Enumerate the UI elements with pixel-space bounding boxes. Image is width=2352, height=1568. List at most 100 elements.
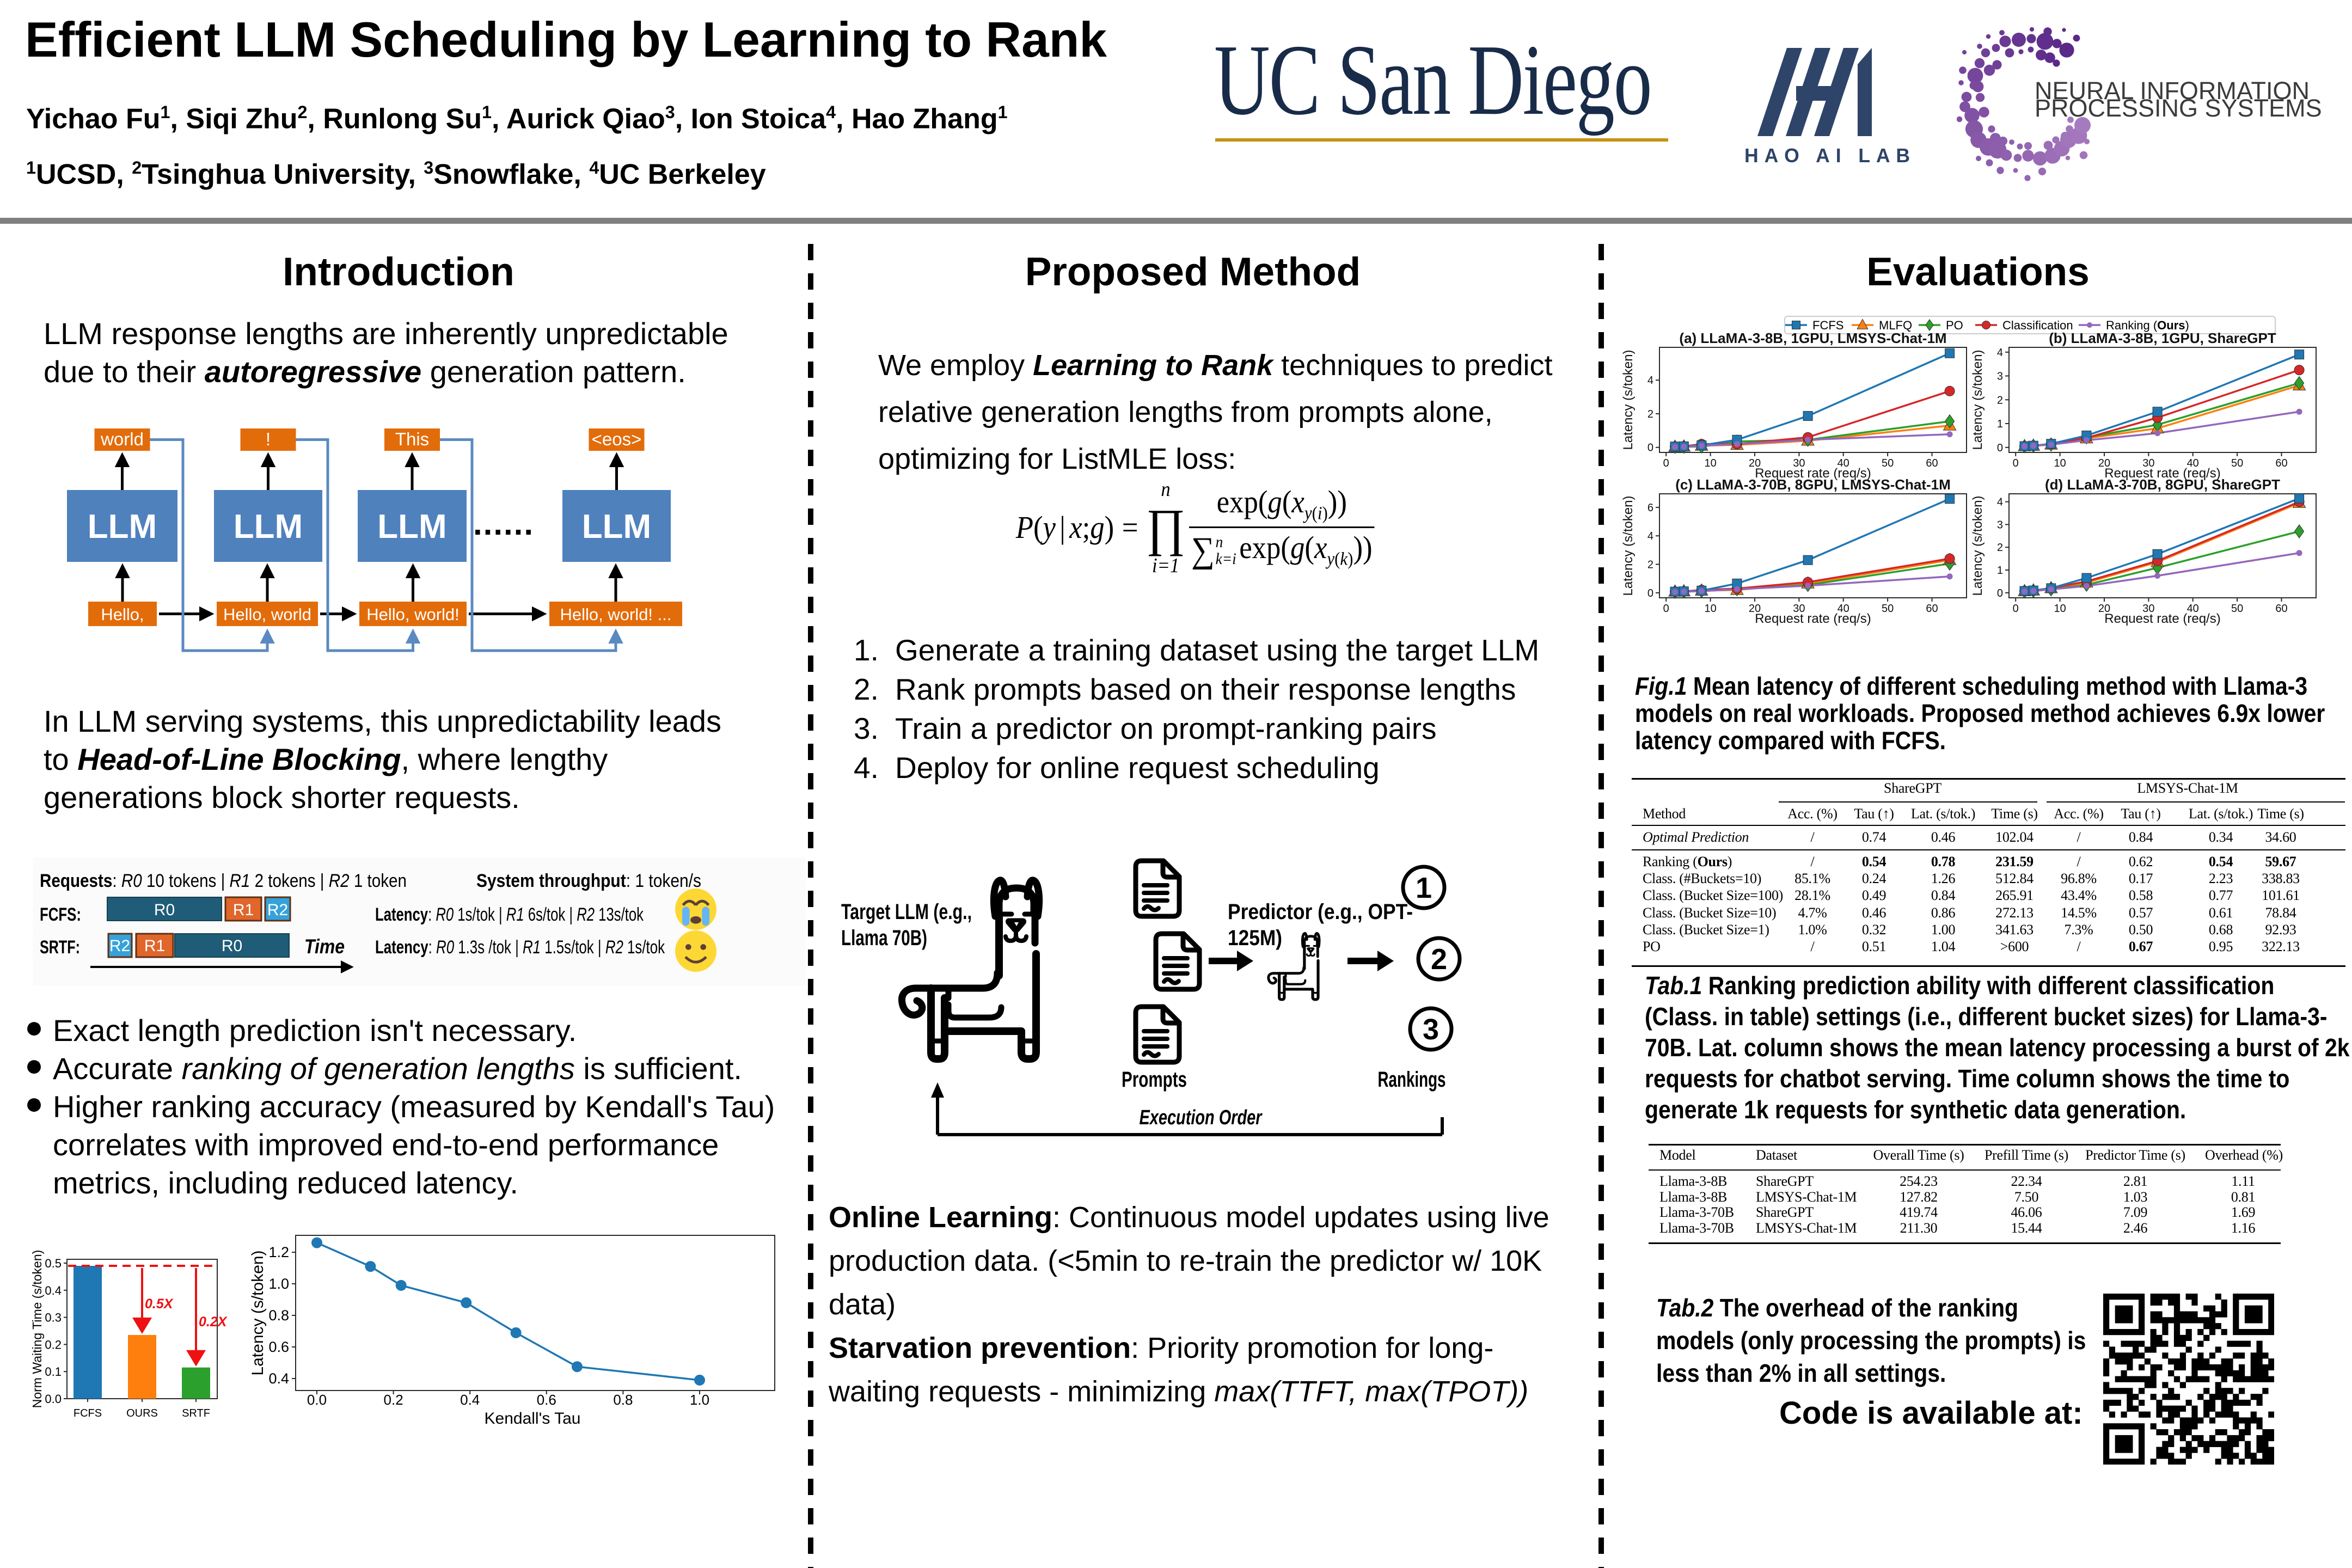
svg-text:0.4: 0.4: [268, 1370, 289, 1387]
svg-text:R0: R0: [222, 937, 242, 955]
svg-text:PO: PO: [1946, 318, 1963, 332]
svg-text:Request rate (req/s): Request rate (req/s): [1755, 611, 1871, 626]
svg-text:Request rate (req/s): Request rate (req/s): [2104, 611, 2220, 626]
svg-text:1: 1: [1997, 418, 2003, 430]
svg-text:0: 0: [2013, 457, 2019, 469]
svg-text:Target LLM (e.g.,: Target LLM (e.g.,: [841, 900, 972, 924]
svg-text:0.2: 0.2: [384, 1392, 403, 1408]
svg-text:Request rate (req/s): Request rate (req/s): [1755, 466, 1871, 481]
svg-text:Hello, world! ...: Hello, world! ...: [560, 605, 671, 624]
svg-text:2: 2: [1997, 394, 2003, 406]
svg-text:60: 60: [2275, 457, 2287, 469]
svg-text:(c) LLaMA-3-70B, 8GPU, LMSYS-C: (c) LLaMA-3-70B, 8GPU, LMSYS-Chat-1M: [1675, 476, 1951, 493]
svg-text:50: 50: [1882, 457, 1894, 469]
svg-text:LLM: LLM: [582, 508, 651, 546]
svg-text:6: 6: [1647, 502, 1653, 514]
svg-text:LLM: LLM: [377, 508, 446, 546]
svg-text:Norm Waiting Time (s/token): Norm Waiting Time (s/token): [30, 1250, 44, 1408]
svg-text:50: 50: [2231, 457, 2243, 469]
svg-text:1: 1: [1416, 872, 1432, 904]
svg-text:1.2: 1.2: [268, 1244, 289, 1260]
svg-text:OURS: OURS: [126, 1407, 158, 1419]
svg-text:0: 0: [1997, 587, 2003, 599]
svg-text:30: 30: [2142, 457, 2154, 469]
svg-text:Hello, world!: Hello, world!: [366, 605, 460, 624]
svg-text:0: 0: [1647, 587, 1653, 599]
svg-text:Prompts: Prompts: [1122, 1068, 1187, 1092]
svg-text:10: 10: [1704, 457, 1716, 469]
svg-text:0: 0: [1663, 457, 1669, 469]
svg-text:FCFS: FCFS: [74, 1407, 102, 1419]
svg-text:R1: R1: [233, 901, 254, 919]
svg-text:0.5X: 0.5X: [145, 1296, 174, 1312]
svg-text:Ranking (Ours): Ranking (Ours): [2106, 318, 2189, 332]
svg-text:Request rate (req/s): Request rate (req/s): [2104, 466, 2220, 481]
svg-text:LLM: LLM: [88, 508, 157, 546]
svg-text:R2: R2: [267, 901, 288, 919]
svg-text:0: 0: [1647, 442, 1653, 454]
svg-text:60: 60: [1926, 603, 1938, 615]
svg-text:!: !: [266, 429, 271, 449]
svg-text:0.3: 0.3: [45, 1311, 62, 1325]
svg-text:40: 40: [2187, 457, 2199, 469]
svg-text:(d) LLaMA-3-70B, 8GPU, ShareGP: (d) LLaMA-3-70B, 8GPU, ShareGPT: [2045, 476, 2280, 493]
svg-text:SRTF: SRTF: [182, 1407, 210, 1419]
svg-text:0.2: 0.2: [45, 1338, 62, 1351]
svg-text:Execution Order: Execution Order: [1140, 1106, 1263, 1129]
svg-text:0.8: 0.8: [268, 1307, 289, 1324]
svg-text:Hello,: Hello,: [101, 605, 144, 624]
svg-text:Latency: R0 1.3s /tok | R1 1: Latency: R0 1.3s /tok | R1 1.5s/tok | R2…: [375, 937, 665, 958]
svg-text:10: 10: [2054, 603, 2066, 615]
svg-text:20: 20: [2098, 603, 2110, 615]
svg-text:0.6: 0.6: [268, 1339, 289, 1355]
svg-text:Latency (s/token): Latency (s/token): [249, 1250, 267, 1375]
svg-text:HAO AI LAB: HAO AI LAB: [1744, 144, 1916, 167]
svg-text:0.6: 0.6: [537, 1392, 556, 1408]
svg-text:20: 20: [2098, 457, 2110, 469]
svg-text:125M): 125M): [1228, 926, 1282, 950]
svg-text:R0: R0: [154, 901, 175, 919]
svg-text:Predictor (e.g., OPT-: Predictor (e.g., OPT-: [1228, 900, 1413, 924]
svg-text:20: 20: [1749, 457, 1761, 469]
svg-text:0: 0: [1663, 603, 1669, 615]
svg-text:FCFS:: FCFS:: [40, 904, 81, 925]
svg-text:4: 4: [1647, 530, 1653, 542]
svg-text:4: 4: [1997, 347, 2003, 359]
svg-text:0.5: 0.5: [45, 1257, 62, 1270]
svg-text:60: 60: [2275, 603, 2287, 615]
svg-text:Hello, world: Hello, world: [223, 605, 311, 624]
svg-text:(a) LLaMA-3-8B, 1GPU, LMSYS-Ch: (a) LLaMA-3-8B, 1GPU, LMSYS-Chat-1M: [1679, 330, 1946, 346]
svg-text:......: ......: [473, 505, 534, 542]
svg-text:1.0: 1.0: [690, 1392, 709, 1408]
svg-text:Classification: Classification: [2002, 318, 2073, 332]
svg-text:MLFQ: MLFQ: [1879, 318, 1912, 332]
svg-text:PROCESSING SYSTEMS: PROCESSING SYSTEMS: [2035, 94, 2322, 122]
svg-text:NEURAL INFORMATION: NEURAL INFORMATION: [2035, 77, 2310, 105]
svg-text:30: 30: [1793, 457, 1805, 469]
svg-text:2: 2: [1997, 542, 2003, 554]
svg-text:This: This: [395, 429, 429, 449]
svg-text:50: 50: [1882, 603, 1894, 615]
svg-text:Latency (s/token): Latency (s/token): [1970, 495, 1985, 596]
svg-text:LLM: LLM: [234, 508, 303, 546]
svg-text:Time: Time: [304, 935, 345, 958]
svg-text:3: 3: [1997, 371, 2003, 383]
svg-text:R2: R2: [109, 937, 130, 955]
svg-text:1.0: 1.0: [268, 1276, 289, 1292]
svg-text:0: 0: [2013, 603, 2019, 615]
svg-text:60: 60: [1926, 457, 1938, 469]
svg-text:0.4: 0.4: [45, 1284, 62, 1297]
svg-text:40: 40: [1837, 457, 1849, 469]
svg-text:Rankings: Rankings: [1378, 1068, 1446, 1092]
svg-text:0.0: 0.0: [307, 1392, 327, 1408]
svg-text:Kendall's Tau: Kendall's Tau: [485, 1410, 581, 1428]
svg-text:Latency: R0 1s/tok | R1 6s/t: Latency: R0 1s/tok | R1 6s/tok | R2 13s/…: [375, 904, 644, 925]
svg-text:50: 50: [2231, 603, 2243, 615]
svg-text:world: world: [100, 429, 144, 449]
svg-text:30: 30: [2142, 603, 2154, 615]
svg-text:0.0: 0.0: [45, 1392, 62, 1406]
svg-text:3: 3: [1997, 519, 2003, 531]
svg-text:Latency (s/token): Latency (s/token): [1970, 350, 1985, 450]
svg-text:40: 40: [1837, 603, 1849, 615]
svg-text:0.2X: 0.2X: [199, 1314, 228, 1330]
